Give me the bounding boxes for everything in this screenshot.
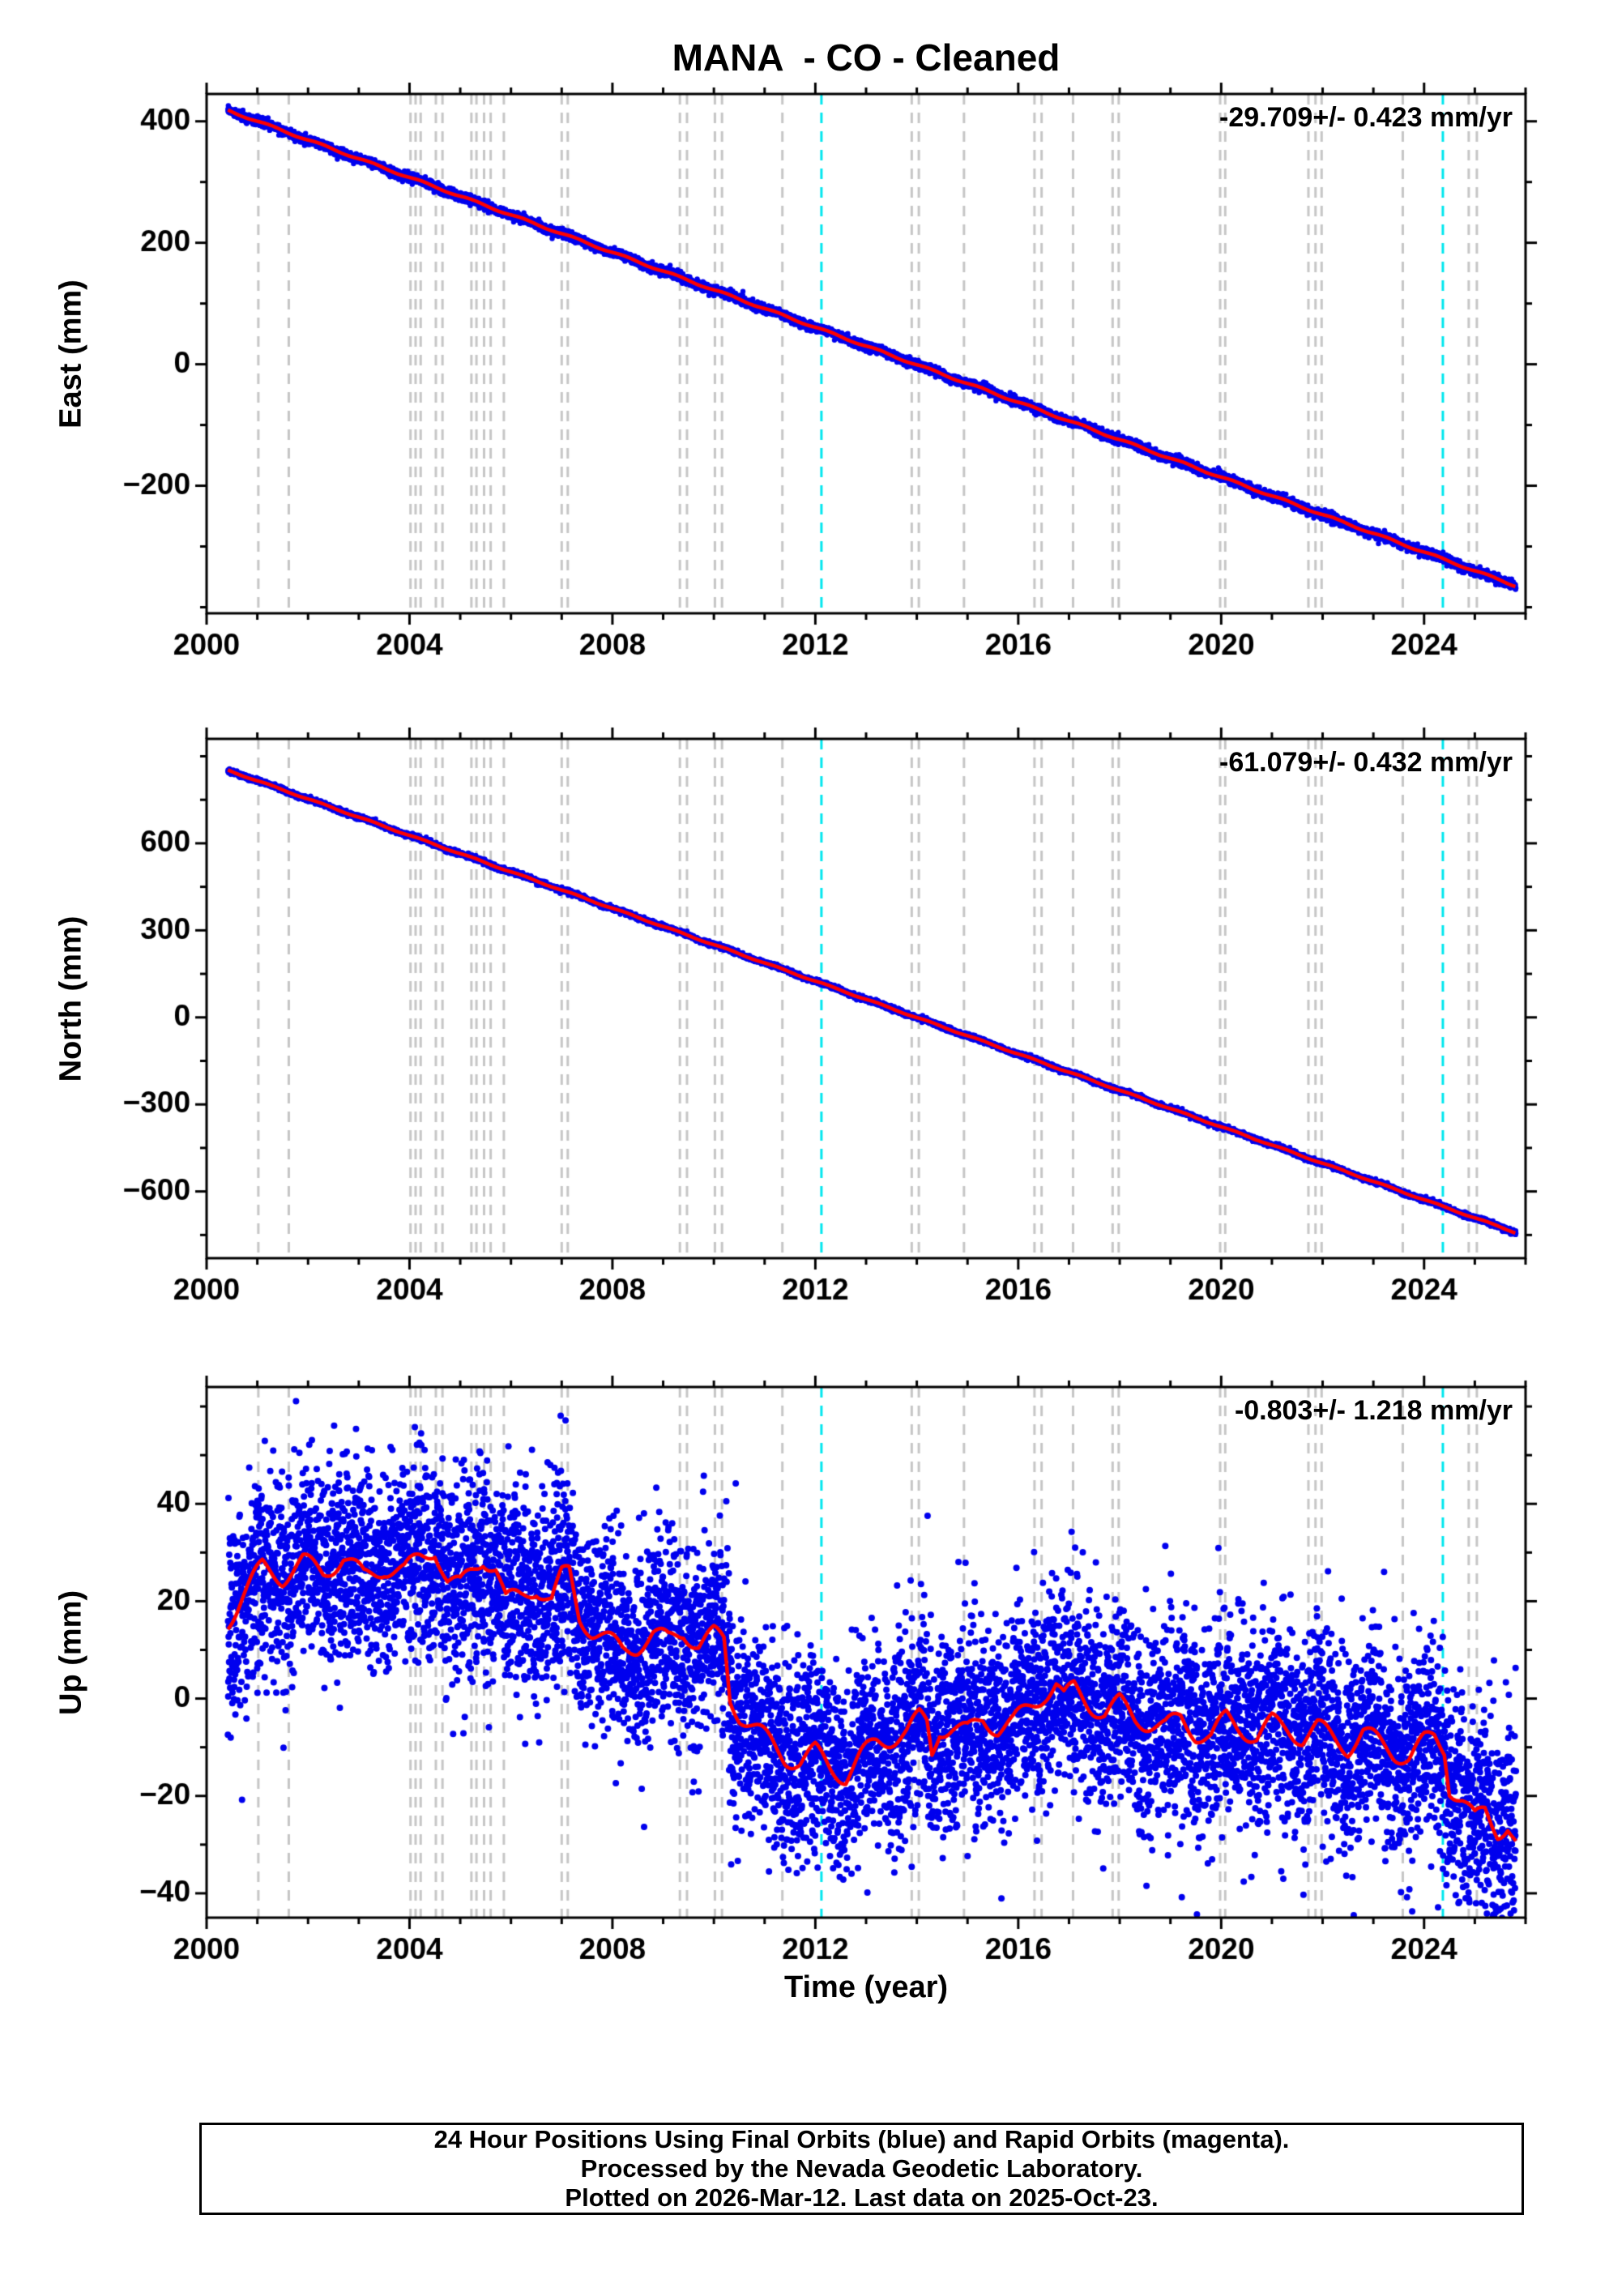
x-axis-label: Time (year) xyxy=(783,1970,949,2004)
north-rate-label: -61.079+/- 0.432 mm/yr xyxy=(1219,747,1513,778)
east-rate-label: -29.709+/- 0.423 mm/yr xyxy=(1219,102,1513,133)
east-plot-canvas xyxy=(0,53,1609,702)
up-axis-label: Up (mm) xyxy=(53,1590,88,1715)
footer-line-3: Plotted on 2026-Mar-12. Last data on 202… xyxy=(565,2183,1159,2212)
footer-line-2: Processed by the Nevada Geodetic Laborat… xyxy=(580,2154,1143,2183)
north-plot-canvas xyxy=(0,698,1609,1347)
east-axis-label: East (mm) xyxy=(53,279,88,429)
north-axis-label: North (mm) xyxy=(53,915,88,1082)
up-plot-canvas xyxy=(0,1346,1609,2007)
up-rate-label: -0.803+/- 1.218 mm/yr xyxy=(1234,1395,1513,1426)
footer-box: 24 Hour Positions Using Final Orbits (bl… xyxy=(199,2123,1524,2215)
footer-line-1: 24 Hour Positions Using Final Orbits (bl… xyxy=(433,2125,1290,2153)
